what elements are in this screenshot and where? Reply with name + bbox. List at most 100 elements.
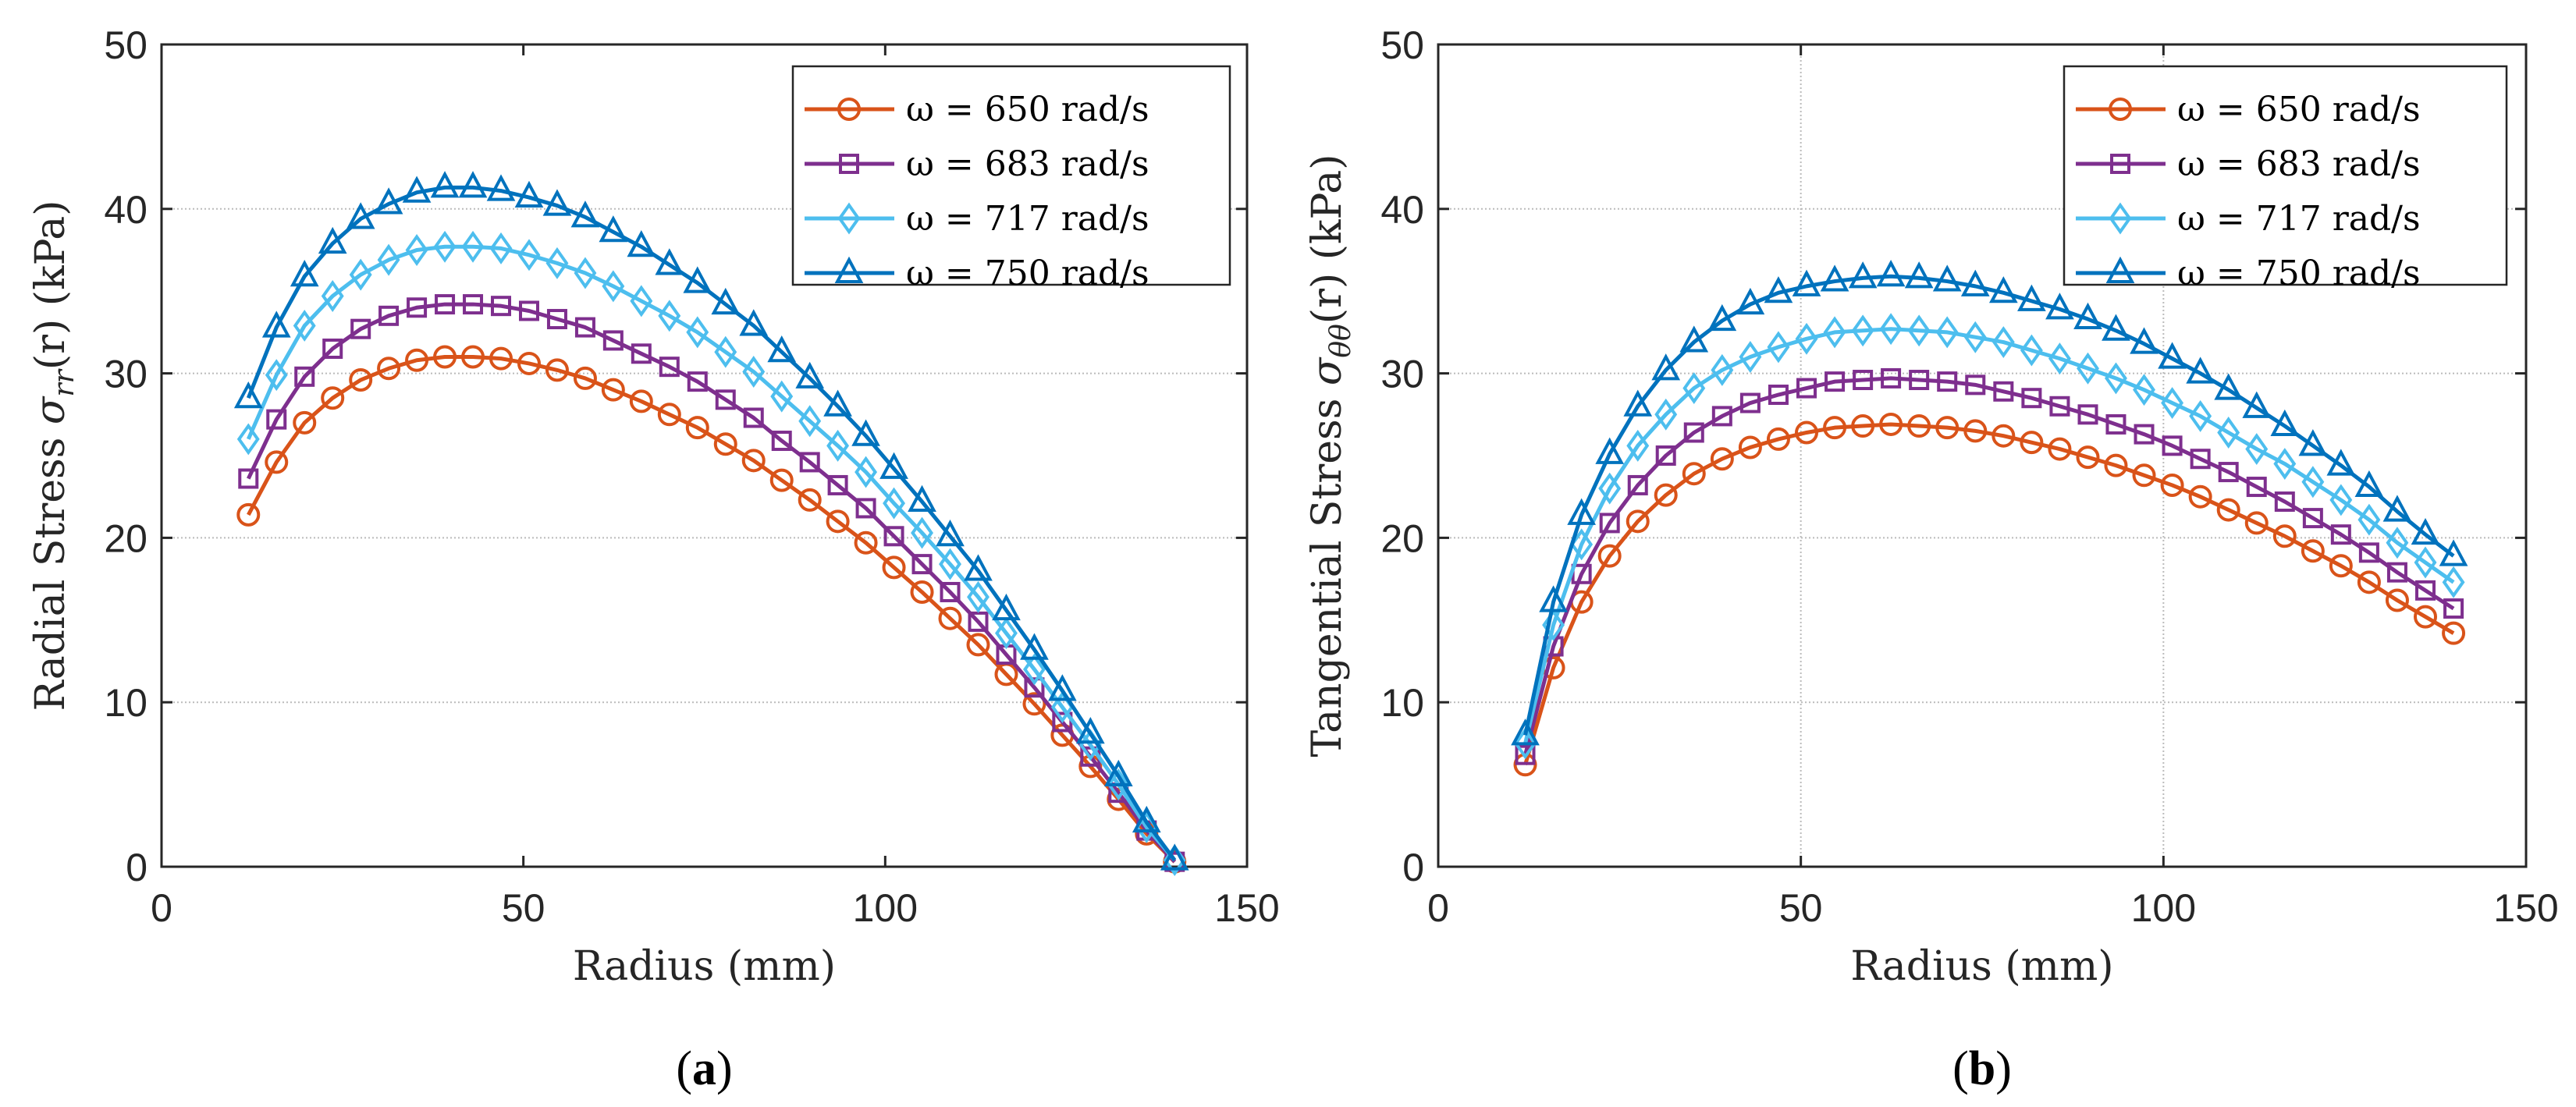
data-point-circle: [1795, 420, 1819, 445]
data-point-triangle: [1707, 303, 1737, 332]
y-axis-label: Tangential Stress σθθ(r) (kPa): [1304, 154, 1357, 758]
data-point-circle: [798, 488, 822, 512]
data-point-diamond: [405, 234, 428, 266]
data-point-circle: [2385, 588, 2409, 612]
data-point-circle: [741, 449, 766, 473]
data-point-diamond: [686, 316, 709, 349]
data-point-circle: [2414, 605, 2438, 629]
data-point-square: [463, 294, 484, 315]
data-point-diamond: [489, 232, 513, 264]
data-point-square: [2330, 524, 2351, 545]
data-point-triangle: [2326, 449, 2356, 476]
data-point-circle: [1907, 414, 1931, 438]
data-point-square: [743, 407, 764, 428]
data-point-square: [911, 554, 933, 575]
data-point-diamond: [2245, 433, 2269, 466]
data-point-triangle: [2242, 391, 2272, 418]
data-point-triangle: [1736, 287, 1765, 315]
data-point-diamond: [2386, 527, 2409, 559]
legend-label: ω = 683 rad/s: [906, 144, 1149, 184]
data-point-diamond: [630, 285, 653, 318]
data-point-triangle: [2102, 314, 2130, 341]
data-point-square: [435, 294, 456, 315]
data-point-square: [1599, 513, 1620, 534]
data-point-triangle: [570, 200, 600, 228]
data-point-circle: [1626, 509, 1650, 534]
series-line: [1523, 327, 2455, 744]
data-point-square: [546, 309, 567, 330]
data-point-circle: [854, 530, 878, 555]
data-point-diamond: [1626, 429, 1650, 462]
data-point-triangle: [879, 452, 908, 479]
data-point-square: [518, 300, 539, 321]
data-point-square: [2077, 404, 2098, 425]
data-point-triangle: [1132, 805, 1161, 833]
series-circle: [1513, 412, 2466, 777]
data-point-square: [1515, 744, 1536, 765]
data-point-circle: [1022, 692, 1046, 716]
data-point-triangle: [514, 180, 544, 208]
series-circle: [236, 345, 1187, 874]
data-point-triangle: [767, 335, 797, 363]
data-point-triangle: [1764, 276, 1793, 303]
data-point-triangle: [908, 484, 936, 513]
data-point-triangle: [1048, 674, 1077, 701]
data-point-diamond: [545, 247, 569, 279]
data-point-circle: [489, 346, 513, 371]
data-point-circle: [966, 633, 990, 657]
data-point-diamond: [1992, 326, 2015, 359]
data-point-circle: [713, 432, 737, 456]
data-point-circle: [405, 348, 429, 372]
y-tick-label: 10: [1380, 681, 1424, 725]
data-point-square: [2246, 477, 2267, 498]
data-point-diamond: [2105, 362, 2127, 395]
legend-marker-diamond: [2109, 202, 2132, 235]
data-point-square: [631, 343, 652, 364]
data-point-triangle: [1848, 261, 1878, 289]
data-point-square: [1796, 378, 1817, 399]
data-point-circle: [2216, 498, 2240, 522]
legend-box: [791, 65, 1231, 286]
data-point-circle: [2272, 524, 2297, 548]
data-point-circle: [629, 389, 653, 413]
data-point-square: [2190, 449, 2211, 470]
data-point-square: [1881, 367, 1902, 389]
data-point-square: [1909, 370, 1930, 391]
data-point-square: [378, 305, 400, 326]
data-point-square: [602, 330, 624, 351]
caption-paren: ): [1995, 1042, 2012, 1095]
data-point-triangle: [2214, 373, 2244, 400]
legend: ω = 650 rad/s ω = 683 rad/s ω = 717 rad/s ω…: [791, 65, 1231, 293]
data-point-square: [2021, 388, 2042, 409]
data-point-square: [2162, 435, 2183, 456]
data-point-diamond: [602, 270, 625, 303]
data-point-square: [687, 371, 708, 392]
panel-b-tangential-stress-chart: 0 50 100 150 0 10 20 30 40 50 Radius (mm) Tangentia…: [1304, 23, 2559, 1095]
data-point-square: [1993, 381, 2014, 402]
x-tick-label: 150: [1214, 886, 1279, 930]
data-point-triangle: [1567, 498, 1596, 525]
data-point-triangle: [374, 187, 403, 215]
panel-caption: (a): [676, 1042, 732, 1095]
y-axis-label-prefix: Tangential Stress: [1304, 385, 1351, 757]
data-point-triangle: [1623, 389, 1653, 417]
data-point-triangle: [1103, 759, 1133, 787]
data-point-diamond: [236, 423, 260, 456]
series-line: [247, 302, 1177, 864]
data-point-triangle: [2186, 357, 2215, 384]
data-point-square: [2415, 580, 2436, 601]
data-point-diamond: [2442, 566, 2465, 598]
caption-paren: (: [676, 1042, 692, 1095]
y-tick-label: 50: [104, 23, 147, 67]
data-point-diamond: [2133, 374, 2155, 406]
data-point-square: [238, 468, 259, 489]
data-point-triangle: [486, 174, 516, 201]
y-tick-label: 10: [104, 681, 147, 725]
data-point-circle: [265, 450, 289, 474]
data-point-triangle: [711, 287, 741, 315]
data-point-triangle: [290, 259, 319, 287]
data-point-diamond: [349, 258, 372, 291]
data-point-square: [855, 498, 876, 519]
data-point-triangle: [795, 361, 825, 389]
